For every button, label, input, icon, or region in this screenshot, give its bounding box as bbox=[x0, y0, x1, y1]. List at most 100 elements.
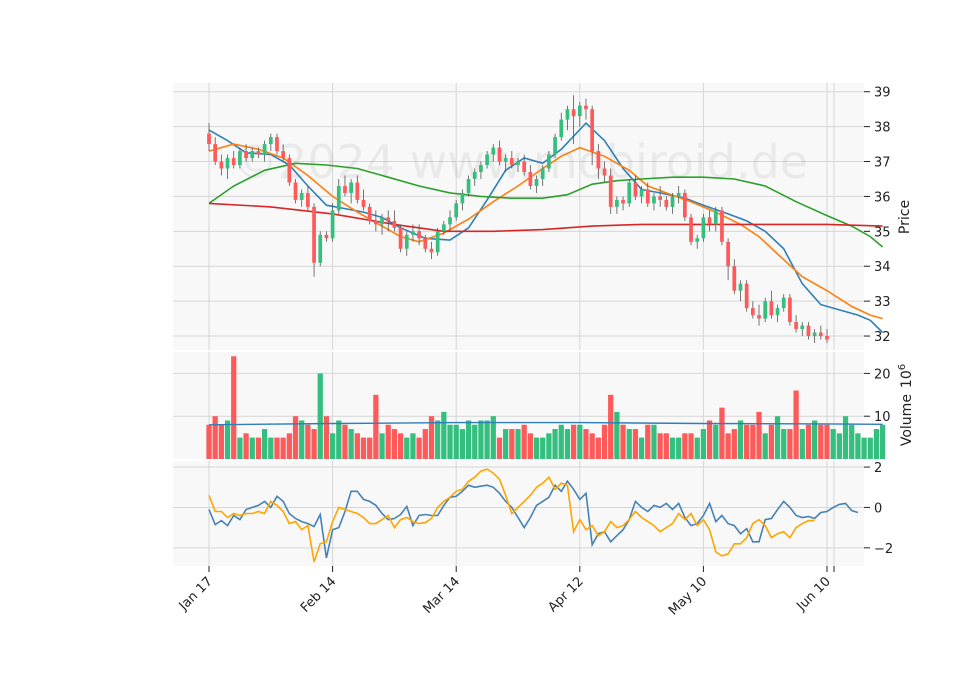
candle bbox=[287, 154, 292, 186]
candle bbox=[664, 196, 669, 211]
candle-body bbox=[225, 158, 230, 169]
candle-body bbox=[794, 322, 798, 330]
candle bbox=[330, 203, 335, 242]
volume-bar bbox=[540, 437, 546, 459]
candle bbox=[472, 168, 477, 186]
volume-bar bbox=[218, 424, 224, 459]
volume-bar bbox=[533, 437, 540, 459]
candle-body bbox=[306, 192, 310, 207]
candle-body bbox=[380, 217, 384, 225]
candle-body bbox=[281, 151, 286, 159]
candle bbox=[750, 301, 755, 319]
candle-body bbox=[485, 154, 489, 166]
y-tick-label: 0 bbox=[874, 501, 882, 516]
candle bbox=[485, 151, 489, 169]
candle-body bbox=[744, 283, 749, 309]
y-tick-label: 38 bbox=[874, 121, 891, 136]
price-panel: ©2024 www.mobiroid.de 32 33 34 35 36 37 38 39 P… bbox=[173, 83, 913, 350]
candle-body bbox=[343, 185, 347, 193]
oscillator-panel-background bbox=[173, 461, 864, 566]
x-axis: Jan 17 Feb 14 Mar 14 Apr 12 May 10 Jun 10 bbox=[176, 566, 835, 618]
candle-body bbox=[250, 151, 255, 159]
candle-body bbox=[479, 165, 483, 172]
candle-body bbox=[627, 182, 632, 204]
candle bbox=[516, 158, 520, 172]
volume-bar bbox=[682, 433, 688, 459]
volume-bar bbox=[577, 424, 583, 459]
y-tick-label: 35 bbox=[874, 225, 891, 240]
candle-body bbox=[676, 192, 681, 197]
candle bbox=[590, 105, 595, 166]
volume-bar bbox=[447, 424, 453, 459]
candle-body bbox=[738, 283, 743, 291]
candle-body bbox=[324, 234, 329, 239]
candle-body bbox=[775, 308, 780, 316]
volume-bar bbox=[552, 429, 558, 459]
candle-body bbox=[639, 189, 644, 197]
candle bbox=[225, 154, 230, 179]
oscillator-line bbox=[208, 468, 815, 563]
candle bbox=[738, 280, 743, 302]
candle bbox=[392, 210, 397, 232]
candle-body bbox=[219, 161, 224, 169]
candle bbox=[615, 196, 619, 214]
candle-body bbox=[231, 158, 236, 166]
candle-body bbox=[244, 151, 248, 159]
candle bbox=[596, 144, 601, 179]
candle bbox=[818, 325, 823, 340]
candle-body bbox=[386, 217, 391, 221]
oscillator-lines bbox=[208, 468, 859, 563]
candle bbox=[522, 154, 527, 176]
candle bbox=[658, 185, 662, 207]
candle-body bbox=[435, 231, 440, 253]
volume-bar bbox=[453, 424, 459, 459]
candle-body bbox=[658, 196, 662, 200]
candle bbox=[794, 315, 798, 333]
candle bbox=[602, 161, 607, 183]
volume-bar bbox=[651, 424, 657, 459]
volume-bar bbox=[614, 411, 620, 459]
volume-bar bbox=[435, 420, 441, 459]
candle bbox=[343, 175, 347, 197]
volume-bar bbox=[503, 429, 509, 459]
y-tick-label: −2 bbox=[874, 542, 893, 557]
volume-bar bbox=[805, 424, 812, 459]
volume-bar bbox=[638, 437, 645, 459]
volume-bar bbox=[873, 429, 880, 459]
candle bbox=[775, 304, 780, 323]
volume-bar bbox=[299, 420, 305, 459]
volume-bar bbox=[527, 433, 533, 459]
candle-body bbox=[367, 206, 372, 221]
candle-body bbox=[707, 217, 712, 225]
volume-bar bbox=[774, 416, 781, 459]
candle bbox=[380, 213, 384, 235]
candle-body bbox=[330, 210, 335, 239]
candle-body bbox=[355, 182, 360, 200]
volume-bar bbox=[373, 394, 379, 459]
candle-body bbox=[454, 203, 459, 218]
candle-body bbox=[404, 234, 409, 249]
volume-bar bbox=[583, 429, 589, 459]
volume-bar bbox=[750, 424, 756, 459]
candle bbox=[503, 154, 508, 172]
candle bbox=[553, 133, 557, 159]
candle bbox=[374, 210, 378, 232]
volume-bar bbox=[632, 429, 639, 459]
candle-body bbox=[652, 196, 656, 204]
volume-bar bbox=[564, 429, 571, 459]
volume-bar bbox=[762, 433, 768, 459]
volume-bar bbox=[354, 433, 360, 459]
candle-body bbox=[615, 199, 619, 207]
candle bbox=[262, 140, 267, 162]
candle bbox=[299, 189, 304, 207]
candle-body bbox=[553, 137, 557, 155]
price-axis-ticks: 32 33 34 35 36 37 38 39 bbox=[864, 86, 891, 345]
oscillator-axis-ticks: −2 0 2 bbox=[864, 461, 893, 557]
volume-bar bbox=[836, 433, 842, 459]
moving-average-line bbox=[208, 143, 883, 320]
volume-average-line bbox=[208, 421, 883, 426]
candle-body bbox=[689, 217, 693, 242]
candle bbox=[460, 189, 465, 211]
candle-body bbox=[540, 168, 545, 179]
volume-bar bbox=[793, 390, 799, 459]
